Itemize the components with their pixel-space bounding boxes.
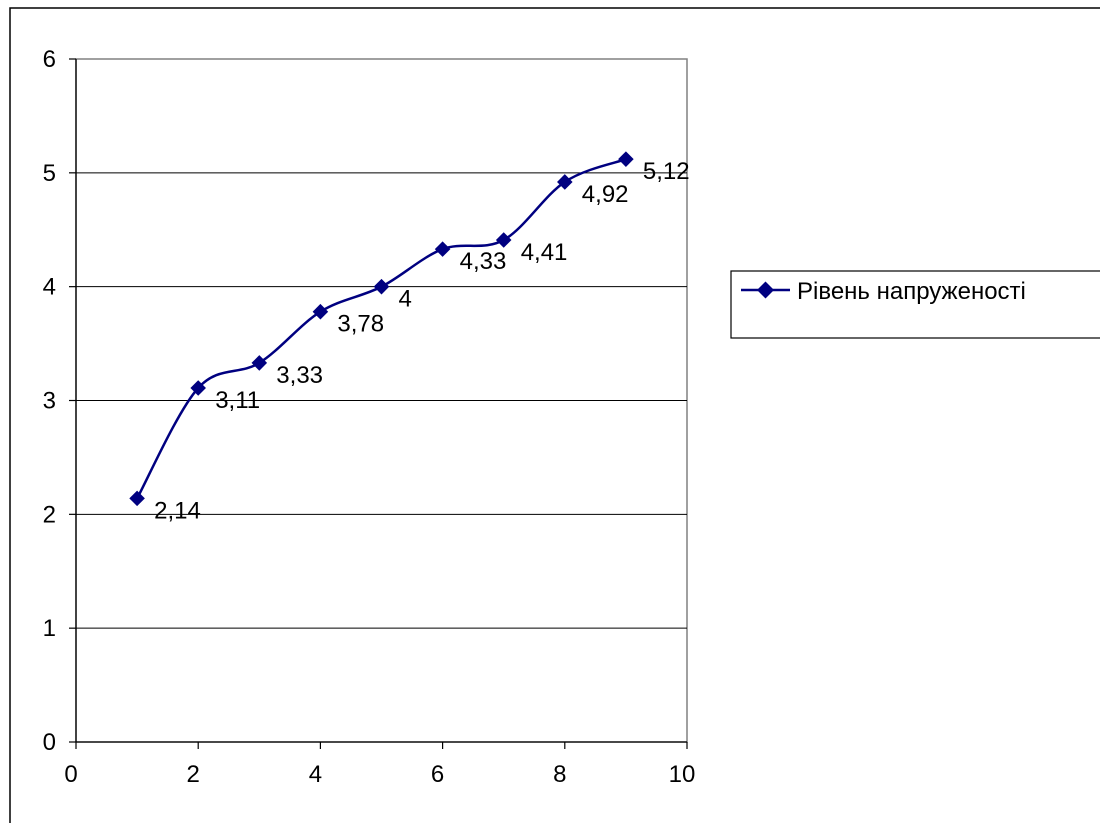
data-label: 2,14 <box>154 497 201 524</box>
legend-label: Рівень напруженості <box>797 278 1026 305</box>
data-label: 4 <box>399 286 412 313</box>
y-tick-label: 5 <box>43 160 56 187</box>
data-point-marker <box>618 151 634 167</box>
y-tick-label: 2 <box>43 501 56 528</box>
data-point-marker <box>190 380 206 396</box>
data-label: 4,33 <box>460 248 507 275</box>
data-label: 3,11 <box>215 387 260 414</box>
y-tick-label: 1 <box>43 615 56 642</box>
legend-swatch-marker <box>757 281 774 299</box>
x-tick-label: 4 <box>309 761 322 788</box>
x-tick-label: 8 <box>553 761 566 788</box>
x-axis: 0 2 4 6 8 10 <box>64 742 695 788</box>
x-tick-label: 6 <box>431 761 444 788</box>
y-tick-label: 6 <box>43 46 56 73</box>
data-label: 4,92 <box>582 181 629 208</box>
data-label: 4,41 <box>521 239 568 266</box>
data-point-marker <box>495 232 512 248</box>
x-tick-label: 10 <box>669 761 696 788</box>
data-label: 3,33 <box>276 362 323 389</box>
data-point-marker <box>129 490 145 507</box>
y-tick-label: 4 <box>43 274 56 301</box>
series: 2,14 3,11 3,33 3,78 4 4,33 4,41 4,92 5,12 <box>129 151 690 524</box>
legend-box <box>730 270 1100 339</box>
y-tick-label: 3 <box>43 388 56 415</box>
x-tick-label: 2 <box>187 761 200 788</box>
data-label: 5,12 <box>643 158 690 185</box>
legend: Рівень напруженості <box>730 270 1100 339</box>
data-point-marker <box>557 174 573 190</box>
data-label: 3,78 <box>337 311 384 338</box>
y-tick-label: 0 <box>43 729 56 756</box>
x-tick-label: 0 <box>64 761 77 788</box>
y-axis: 0 1 2 3 4 5 6 <box>43 46 76 756</box>
data-point-marker <box>434 241 451 257</box>
